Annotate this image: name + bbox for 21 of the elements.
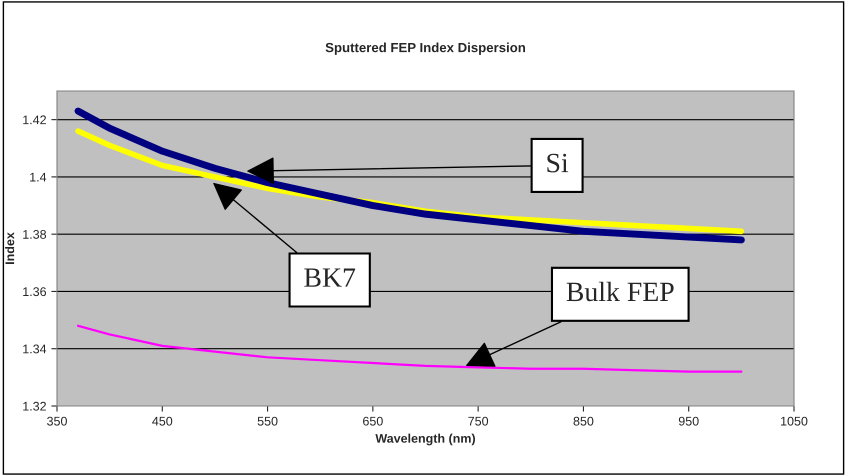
x-tick-label: 750 [468, 416, 488, 426]
x-tick-label: 650 [363, 416, 383, 426]
y-axis-title: Index [5, 232, 14, 264]
line-series [76, 324, 742, 373]
x-tick-label: 1050 [781, 416, 808, 426]
annotation: BK7 [304, 268, 356, 287]
x-tick-label: 350 [47, 416, 67, 426]
x-tick-label: 450 [152, 416, 172, 426]
y-tick-label: 1.36 [23, 287, 46, 296]
chart-title: Sputtered FEP Index Dispersion [326, 42, 526, 55]
x-tick-label: 850 [574, 416, 594, 426]
annotation: Si [547, 154, 568, 172]
y-tick-label: 1.38 [23, 230, 46, 239]
y-tick-label: 1.4 [30, 172, 46, 182]
y-tick-label: 1.32 [23, 402, 46, 411]
x-tick-label: 950 [678, 416, 699, 426]
y-tick-label: 1.42 [23, 115, 46, 124]
x-axis-title: Wavelength (nm) [375, 434, 475, 446]
x-tick-label: 550 [258, 416, 278, 426]
y-tick-label: 1.34 [23, 344, 46, 354]
annotation: Bulk FEP [566, 282, 674, 302]
